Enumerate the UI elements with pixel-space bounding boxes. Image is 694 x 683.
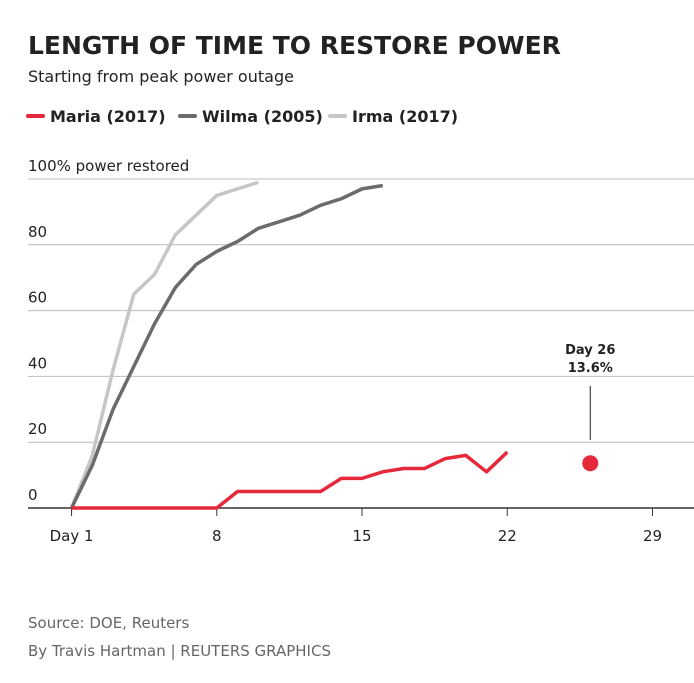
legend-label: Irma (2017)	[352, 107, 458, 126]
x-tick-label: 29	[643, 527, 662, 545]
legend-label: Wilma (2005)	[202, 107, 323, 126]
annotation-value: 13.6%	[568, 361, 613, 376]
y-tick-label: 60	[28, 289, 47, 307]
series-line	[69, 180, 259, 509]
chart-subtitle: Starting from peak power outage	[28, 67, 294, 86]
y-tick-label: 40	[28, 354, 47, 372]
x-tick-label: Day 1	[50, 527, 94, 545]
series-line	[69, 183, 384, 509]
chart-title: LENGTH OF TIME TO RESTORE POWER	[28, 31, 561, 60]
annotation-label: Day 26	[565, 343, 615, 358]
annotation-point	[582, 455, 599, 472]
x-tick-label: 8	[212, 527, 222, 545]
series-line	[71, 450, 509, 510]
x-tick-label: 22	[498, 527, 517, 545]
y-tick-label: 20	[28, 420, 47, 438]
byline: By Travis Hartman | REUTERS GRAPHICS	[28, 642, 331, 660]
y-tick-label: 80	[28, 223, 47, 241]
y-tick-label: 0	[28, 486, 38, 504]
x-tick-label: 15	[352, 527, 371, 545]
y-tick-label: 100% power restored	[28, 157, 189, 175]
source: Source: DOE, Reuters	[28, 614, 189, 632]
legend-label: Maria (2017)	[50, 107, 166, 126]
